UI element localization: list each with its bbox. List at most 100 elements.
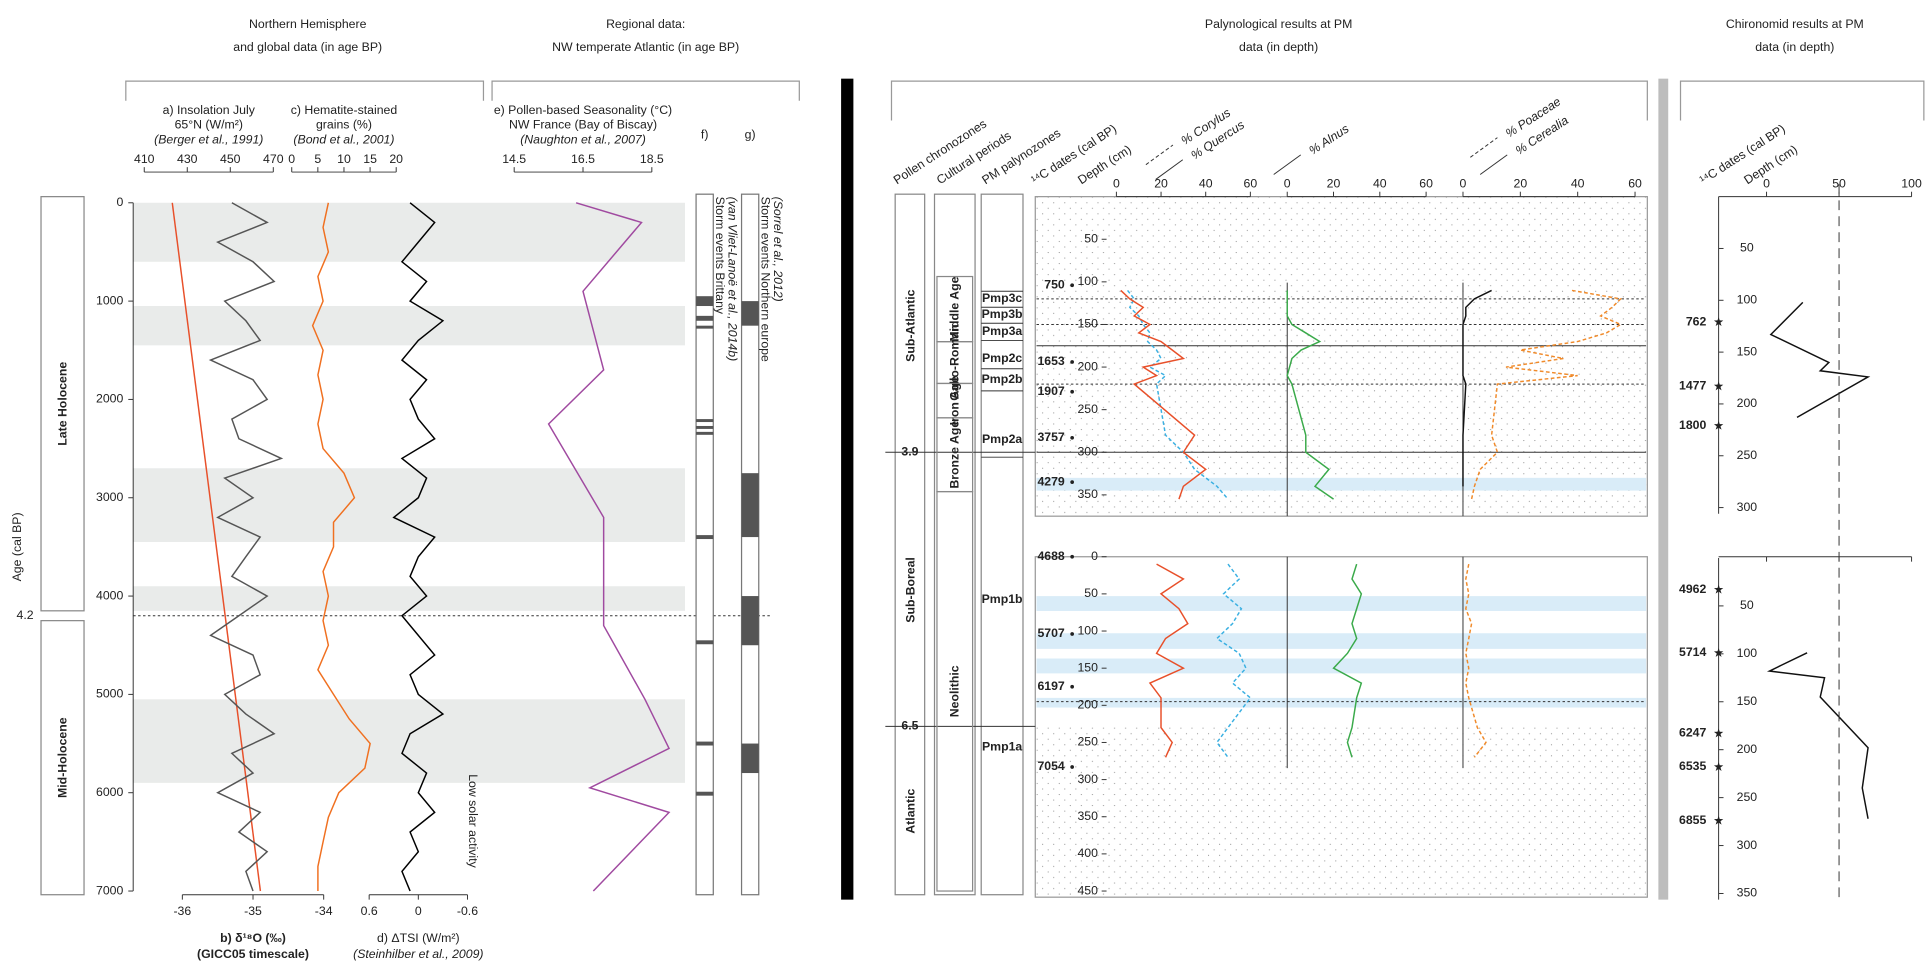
date-label: 1477 bbox=[1679, 379, 1706, 393]
boundary-label: 4.2 bbox=[16, 608, 33, 622]
date-marker bbox=[1070, 632, 1074, 636]
tick-label: 150 bbox=[1077, 317, 1098, 331]
bracket bbox=[1679, 80, 1925, 121]
tick-label: 0 bbox=[415, 904, 422, 918]
tick-label: -0.6 bbox=[457, 904, 478, 918]
date-marker bbox=[1713, 761, 1724, 771]
data-line bbox=[311, 202, 371, 892]
legend-label: % Alnus bbox=[1306, 122, 1351, 158]
date-label: 7054 bbox=[1037, 759, 1064, 773]
tick-label: 200 bbox=[1077, 698, 1098, 712]
chronozone: Atlantic bbox=[903, 788, 917, 833]
storm-event bbox=[696, 741, 714, 746]
cultural-period: Neolithic bbox=[948, 665, 962, 717]
event-label: Storm events Northern europe bbox=[759, 197, 773, 362]
date-label: 4279 bbox=[1037, 474, 1064, 488]
tick-label: -34 bbox=[315, 904, 333, 918]
date-marker bbox=[1713, 420, 1724, 430]
tick-label: 0 bbox=[288, 152, 295, 166]
tick-label: 0.6 bbox=[361, 904, 378, 918]
tick-label: 0 bbox=[117, 195, 124, 209]
data-line bbox=[1470, 289, 1623, 500]
storm-event bbox=[696, 315, 714, 321]
legend-swatch bbox=[1470, 137, 1498, 158]
storm-event bbox=[696, 535, 714, 540]
date-label: 1800 bbox=[1679, 418, 1706, 432]
palynozone: Pmp3c bbox=[982, 291, 1022, 305]
storm-event bbox=[741, 301, 759, 326]
axis-title: Age (cal BP) bbox=[10, 512, 24, 581]
date-label: 4688 bbox=[1037, 549, 1064, 563]
date-marker bbox=[1070, 765, 1074, 769]
tick-label: 400 bbox=[1077, 846, 1098, 860]
tick-label: 40 bbox=[1199, 177, 1213, 191]
tick-label: 5000 bbox=[96, 687, 123, 701]
cultural-period: Bronze Age bbox=[948, 421, 962, 489]
storm-event bbox=[696, 425, 714, 429]
tick-label: 18.5 bbox=[640, 152, 664, 166]
date-marker bbox=[1713, 815, 1724, 825]
tick-label: 350 bbox=[1737, 886, 1758, 900]
highlight-band bbox=[1036, 633, 1647, 649]
storm-event bbox=[741, 596, 759, 646]
tick-label: 40 bbox=[1571, 177, 1585, 191]
annotation: Low solar activity bbox=[466, 774, 480, 868]
tick-label: 450 bbox=[1077, 883, 1098, 897]
tick-label: 300 bbox=[1737, 838, 1758, 852]
zone-column bbox=[980, 193, 1024, 896]
tick-label: 60 bbox=[1419, 177, 1433, 191]
date-marker bbox=[1713, 317, 1724, 327]
boundary-label: 6.5 bbox=[901, 719, 918, 733]
date-label: 4962 bbox=[1679, 582, 1706, 596]
tick-label: 7000 bbox=[96, 883, 123, 897]
legend-swatch bbox=[1273, 154, 1302, 175]
tick-label: 250 bbox=[1737, 448, 1758, 462]
tick-label: 0 bbox=[1091, 549, 1098, 563]
chronozone: Sub-Atlantic bbox=[903, 289, 917, 361]
storm-event bbox=[696, 791, 714, 796]
storm-event bbox=[741, 473, 759, 538]
data-line bbox=[1127, 289, 1229, 500]
tick-label: 15 bbox=[363, 152, 377, 166]
panel-source: (Naughton et al., 2007) bbox=[520, 132, 646, 146]
period-box bbox=[40, 620, 85, 896]
cultural-period: Iron Age bbox=[948, 376, 962, 426]
date-label: 6535 bbox=[1679, 759, 1706, 773]
palynozone: Pmp3b bbox=[982, 307, 1023, 321]
date-marker bbox=[1713, 584, 1724, 594]
storm-event bbox=[696, 296, 714, 307]
date-label: 762 bbox=[1686, 314, 1707, 328]
date-label: 3757 bbox=[1037, 430, 1064, 444]
tick-label: 2000 bbox=[96, 392, 123, 406]
tick-label: 300 bbox=[1737, 500, 1758, 514]
tick-label: 430 bbox=[177, 152, 198, 166]
tick-label: 50 bbox=[1832, 177, 1846, 191]
chronozone: Sub-Boreal bbox=[903, 557, 917, 623]
highlight-band bbox=[1036, 658, 1647, 674]
panel-title: c) Hematite-stained bbox=[291, 103, 398, 117]
date-label: 1907 bbox=[1037, 384, 1064, 398]
storm-event bbox=[696, 640, 714, 645]
storm-event bbox=[696, 419, 714, 423]
date-marker bbox=[1070, 360, 1074, 364]
date-label: 5707 bbox=[1037, 626, 1064, 640]
period-box bbox=[936, 490, 974, 892]
data-line bbox=[1120, 289, 1207, 500]
storm-event bbox=[741, 743, 759, 774]
divider bbox=[841, 78, 854, 900]
tick-label: 0 bbox=[1460, 177, 1467, 191]
highlight-band bbox=[133, 202, 686, 262]
tick-label: 16.5 bbox=[571, 152, 595, 166]
data-line bbox=[171, 202, 262, 892]
tick-label: -36 bbox=[173, 904, 191, 918]
tick-label: 0 bbox=[1113, 177, 1120, 191]
tick-label: 6000 bbox=[96, 785, 123, 799]
data-line bbox=[1286, 290, 1334, 500]
tick-label: 200 bbox=[1737, 396, 1758, 410]
tick-label: 20 bbox=[389, 152, 403, 166]
panel-source: (Steinhilber et al., 2009) bbox=[353, 947, 483, 961]
tick-label: 150 bbox=[1737, 344, 1758, 358]
legend-swatch bbox=[1145, 144, 1174, 166]
tick-label: 50 bbox=[1740, 241, 1754, 255]
panel-title: grains (%) bbox=[316, 118, 372, 132]
